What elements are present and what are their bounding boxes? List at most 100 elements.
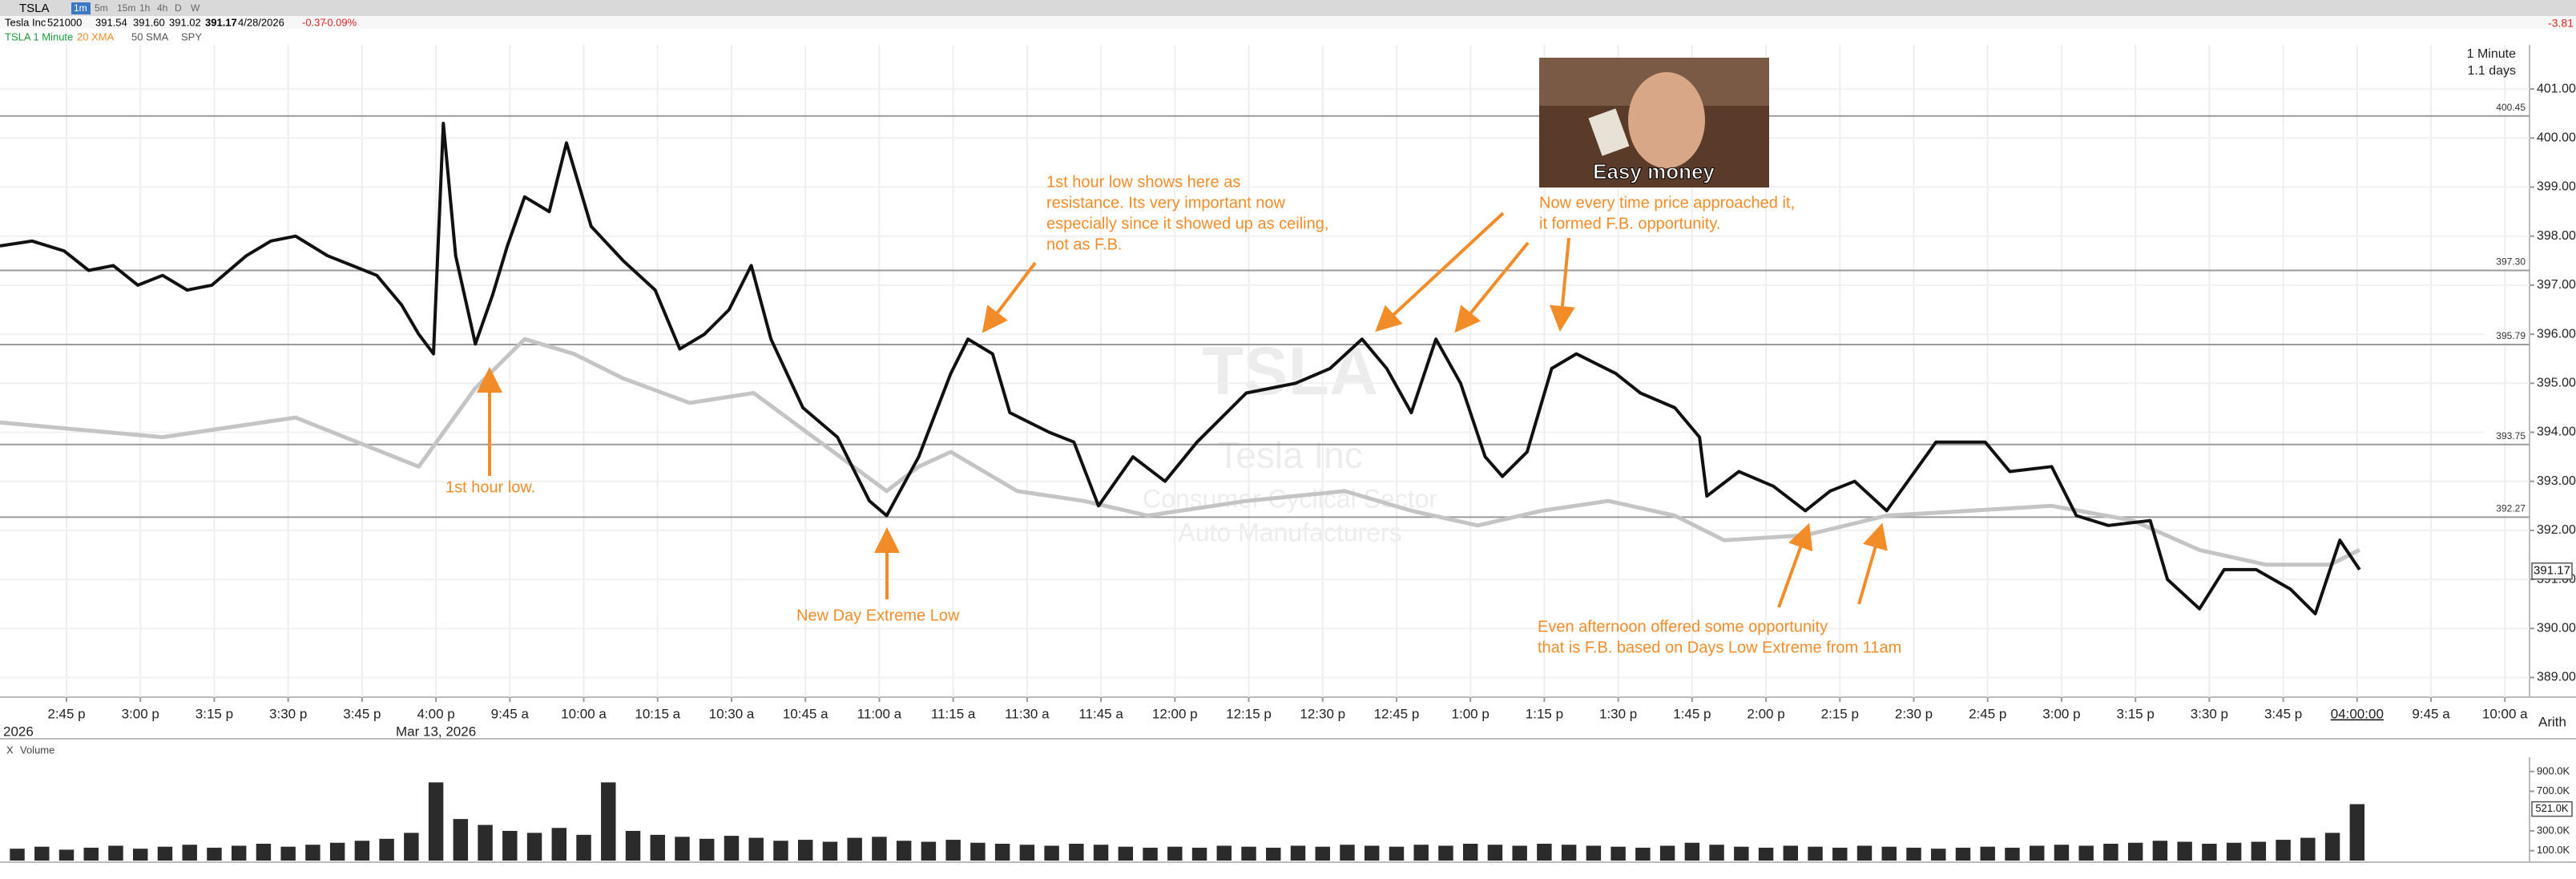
volume-bar	[1290, 845, 1306, 861]
volume-bar	[58, 849, 75, 861]
volume-bar	[1808, 846, 1823, 861]
volume-bar	[1266, 847, 1281, 861]
volume-bar	[157, 846, 173, 861]
volume-bar	[1069, 844, 1084, 861]
volume-bar	[1906, 847, 1921, 861]
x-tick-label: 3:00 p	[122, 706, 159, 721]
y-tick-label: 396.00	[2537, 327, 2576, 341]
watermark: TSLA	[1202, 333, 1377, 409]
volume-bar	[1980, 846, 1995, 861]
volume-bar	[2226, 842, 2242, 861]
volume-bar	[2103, 844, 2118, 861]
volume-last-label: 521.0K	[2535, 802, 2569, 814]
indicator[interactable]: SPY	[181, 30, 202, 42]
y-tick-label: 401.00	[2537, 82, 2576, 95]
volume-y-tick-label: 300.0K	[2537, 824, 2570, 836]
right-change: -3.81	[2548, 17, 2574, 30]
indicator[interactable]: 20 XMA	[77, 30, 115, 42]
annotation: Now every time price approached it,	[1539, 194, 1795, 212]
annotation: 1st hour low shows here as	[1046, 173, 1240, 191]
volume-bar	[847, 837, 862, 861]
volume-bar	[132, 849, 148, 861]
annotation: that is F.B. based on Days Low Extreme f…	[1538, 639, 1901, 656]
volume-bar	[1856, 845, 1873, 861]
volume-bar	[1413, 845, 1429, 861]
interval-label: 1 Minute	[2467, 47, 2516, 61]
volume-close[interactable]: X	[6, 744, 14, 756]
annotation: resistance. Its very important now	[1046, 194, 1285, 212]
x-tick-label: 10:00 a	[2482, 706, 2528, 721]
volume-bar	[2177, 841, 2192, 861]
volume-bar	[1462, 844, 1478, 861]
volume-bar	[305, 845, 320, 861]
x-tick-label: 3:00 p	[2042, 706, 2080, 721]
timeframe-active	[71, 2, 91, 14]
volume-bar	[945, 840, 961, 861]
x-tick-label: 3:15 p	[2117, 706, 2155, 721]
x-tick-label: 2:00 p	[1747, 706, 1784, 721]
x-tick-label: 2:45 p	[47, 706, 85, 721]
y-tick-label: 400.00	[2537, 131, 2576, 145]
last-price-box	[2531, 562, 2573, 580]
volume-bar	[748, 837, 764, 861]
level-label: 392.27	[2496, 503, 2526, 514]
y-tick-label: 398.00	[2537, 229, 2576, 243]
x-tick-label: 12:30 p	[1300, 706, 1345, 721]
annotation: Even afternoon offered some opportunity	[1538, 618, 1828, 635]
arrow	[1454, 241, 1530, 333]
volume-bar	[83, 847, 99, 861]
volume-bar	[10, 849, 25, 861]
x-tick-label: 11:15 a	[931, 706, 976, 721]
timeframe-button[interactable]: W	[191, 2, 200, 14]
volume-bar	[428, 782, 444, 861]
x-tick-label: 9:45 a	[491, 706, 530, 721]
y-tick-label: 394.00	[2537, 425, 2576, 439]
annotation: New Day Extreme Low	[796, 607, 960, 624]
volume-bar	[1044, 845, 1059, 861]
volume-bar	[502, 830, 518, 861]
level-label-box	[2484, 101, 2527, 114]
volume-bar	[576, 834, 591, 861]
volume-bar	[2276, 840, 2291, 861]
info-open: 391.54	[95, 16, 127, 28]
volume-bar	[1684, 842, 1700, 861]
y-tick-label: 393.00	[2537, 474, 2576, 488]
volume-bar	[1955, 847, 1971, 861]
volume-bar	[526, 833, 542, 861]
volume-bar	[108, 845, 123, 861]
arrow	[1549, 237, 1575, 332]
volume-bar	[354, 841, 370, 861]
x-tick-label: 3:45 p	[343, 706, 381, 721]
volume-bar	[2127, 842, 2143, 861]
level-label-box	[2484, 256, 2527, 268]
price-line	[0, 121, 2361, 615]
timeframe-button[interactable]: 1h	[139, 2, 150, 14]
volume-bar	[675, 837, 690, 861]
arrow	[982, 261, 1037, 333]
volume-bar	[625, 830, 641, 861]
annotation-arrows	[477, 212, 1888, 608]
level-label: 395.79	[2496, 330, 2526, 341]
timeframe-button[interactable]: 4h	[157, 2, 167, 14]
volume-bar	[1389, 846, 1405, 861]
volume-bar	[231, 845, 247, 861]
watermark: Tesla Inc	[1217, 434, 1363, 476]
timeframe-button[interactable]: 15m	[117, 2, 135, 14]
volume-bar	[1340, 845, 1355, 861]
volume-bar	[1019, 845, 1035, 861]
volume-bar	[773, 841, 788, 861]
volume-bar	[2349, 804, 2365, 861]
timeframe-button[interactable]: 5m	[95, 2, 108, 14]
timeframe-button[interactable]: D	[175, 2, 182, 14]
annotation: it formed F.B. opportunity.	[1539, 215, 1720, 232]
x-tick-label: 11:45 a	[1078, 706, 1123, 721]
indicator[interactable]: 50 SMA	[131, 30, 169, 42]
volume-bar	[994, 844, 1010, 861]
x-date-label: Mar 13, 2026	[396, 724, 476, 739]
volume-bar	[2202, 844, 2217, 861]
volume-bar	[1832, 847, 1848, 861]
volume-bar	[1216, 845, 1232, 861]
timeframe-button[interactable]: 1m	[74, 2, 87, 14]
x-tick-label: 11:30 a	[1005, 706, 1050, 721]
info-name: Tesla Inc	[5, 16, 46, 28]
